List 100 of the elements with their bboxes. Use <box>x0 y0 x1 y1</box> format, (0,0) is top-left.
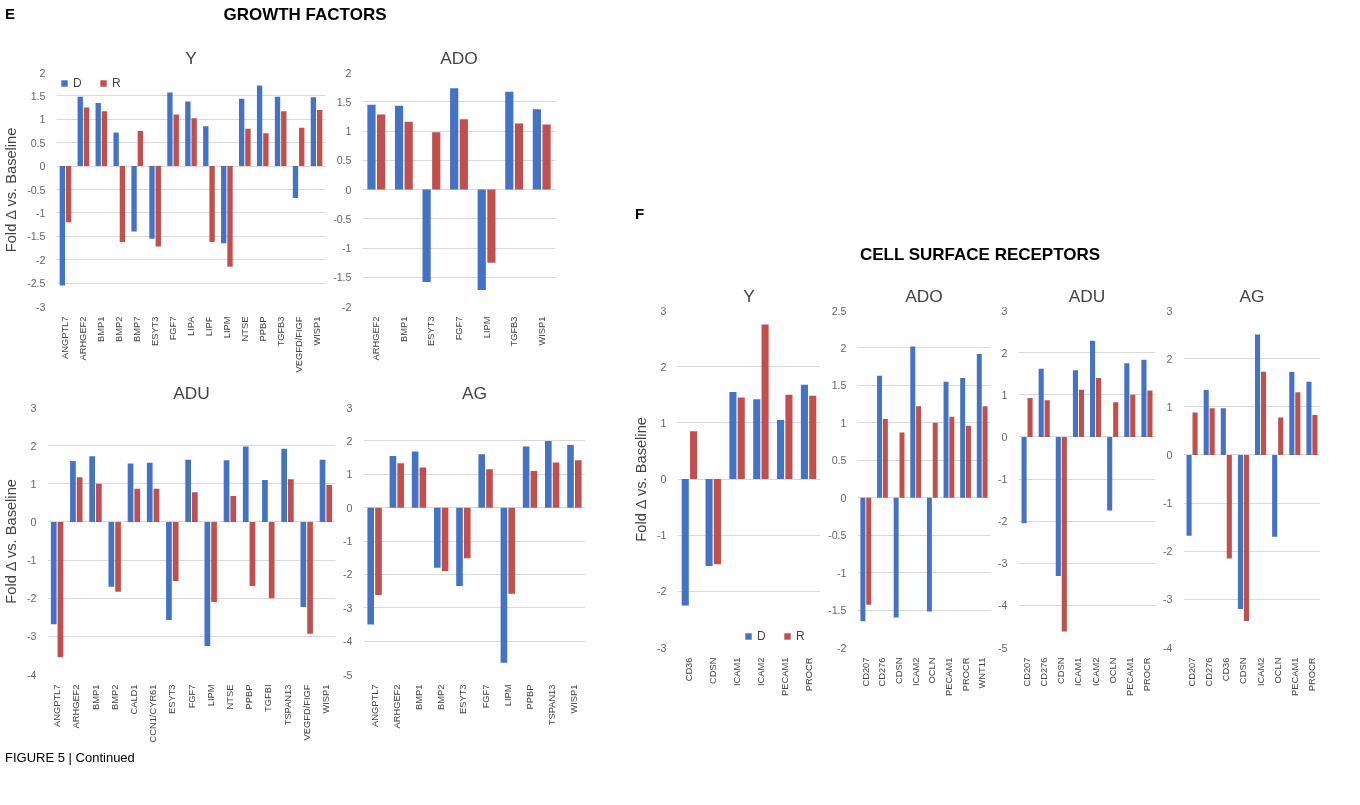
bar <box>1078 389 1084 437</box>
y-tick-label: -1.5 <box>828 604 847 617</box>
y-tick-label: -3 <box>657 641 667 654</box>
x-tick-label: LIPA <box>186 315 196 337</box>
bar <box>1243 454 1249 622</box>
bar <box>1278 417 1284 455</box>
bar <box>101 111 108 167</box>
bar <box>242 446 249 522</box>
x-tick-label: PPBP <box>244 684 255 710</box>
x-tick-label: BMP2 <box>109 684 120 710</box>
bar <box>281 448 287 522</box>
bar <box>230 495 237 522</box>
x-tick-label: FGF7 <box>186 684 197 709</box>
x-tick-label: CALD1 <box>128 684 139 715</box>
y-tick-label: -2 <box>342 300 352 313</box>
x-tick-label: FGF7 <box>168 316 179 341</box>
bar <box>211 521 217 603</box>
y-tick-label: 2 <box>346 434 353 447</box>
legend-label: D <box>757 629 767 643</box>
x-tick-label: BMP1 <box>96 316 107 342</box>
y-tick-label: -5 <box>998 641 1008 654</box>
x-tick-label: ICAM1 <box>732 657 743 687</box>
x-tick-label: LIPM <box>502 684 513 707</box>
bar <box>1021 436 1027 524</box>
bar <box>1186 454 1192 536</box>
y-tick-label: 1 <box>1166 400 1173 413</box>
bar <box>737 397 745 479</box>
bar <box>463 507 471 559</box>
y-tick-label: 2 <box>345 66 352 79</box>
x-tick-label: ICAM2 <box>1090 657 1101 687</box>
x-tick-label: PECAM1 <box>1124 657 1135 696</box>
bar <box>478 454 486 508</box>
bar <box>508 507 515 594</box>
bar <box>404 121 413 190</box>
bar <box>532 109 541 190</box>
y-tick-label: 2.5 <box>831 304 847 317</box>
bar <box>172 521 179 582</box>
bar <box>1061 436 1067 632</box>
x-tick-label: ANGPTL7 <box>52 684 63 728</box>
bar <box>1192 412 1198 455</box>
y-tick-label: 0 <box>660 473 667 485</box>
y-tick-label: -2.5 <box>27 277 46 290</box>
bar <box>310 97 317 167</box>
x-tick-label: OCLN <box>927 657 938 684</box>
x-tick-label: CD276 <box>1039 657 1050 687</box>
y-tick-label: 3 <box>1001 304 1008 317</box>
y-tick-label: 0.5 <box>831 454 847 467</box>
bar <box>1295 392 1301 455</box>
bar <box>227 166 233 267</box>
x-tick-label: PPBP <box>257 316 268 342</box>
bar <box>166 521 172 620</box>
bar <box>966 425 971 498</box>
bar <box>486 469 493 508</box>
bar <box>256 85 263 167</box>
x-tick-label: CD207 <box>1022 657 1033 687</box>
bar <box>432 132 441 190</box>
bar <box>800 384 808 479</box>
y-tick-label: 3 <box>660 304 667 317</box>
x-tick-label: CD36 <box>684 657 695 682</box>
bar <box>155 166 161 247</box>
bar <box>119 166 126 242</box>
bar <box>131 166 137 232</box>
bar <box>1220 408 1226 455</box>
bar <box>185 459 191 522</box>
bar <box>146 462 153 522</box>
x-tick-label: WNT11 <box>977 657 988 689</box>
bar <box>456 507 463 587</box>
bar <box>1272 454 1278 537</box>
bar <box>705 479 713 567</box>
y-tick-label: 3 <box>1166 304 1173 317</box>
y-tick-label: 0 <box>30 515 37 528</box>
bar <box>1312 414 1318 455</box>
x-tick-label: WISP1 <box>320 684 331 714</box>
x-tick-label: PROCR <box>1141 657 1152 692</box>
y-tick-label: 1 <box>39 113 46 126</box>
bar <box>317 109 323 167</box>
y-tick-label: 1 <box>30 477 37 490</box>
y-tick-label: 0.5 <box>30 136 46 149</box>
bar <box>397 463 404 508</box>
bar <box>137 131 144 167</box>
bar <box>149 166 155 239</box>
y-tick-label: 2 <box>660 360 667 373</box>
x-tick-label: CD276 <box>877 657 888 687</box>
bar <box>95 102 101 167</box>
bar <box>113 132 119 167</box>
bar <box>191 118 197 167</box>
y-tick-label: 1.5 <box>336 95 352 108</box>
bar <box>394 105 404 190</box>
bar <box>209 166 215 242</box>
legend-label: R <box>112 76 122 90</box>
bar <box>185 101 191 167</box>
bar <box>1237 454 1243 609</box>
bar <box>514 123 524 190</box>
y-tick-label: 1.5 <box>831 379 847 392</box>
x-tick-label: ANGPTL7 <box>369 684 380 728</box>
bar <box>434 507 441 568</box>
bar <box>916 406 922 498</box>
bar <box>245 128 251 167</box>
x-tick-label: TGFBI <box>263 684 274 712</box>
y-tick-label: 1 <box>660 416 667 429</box>
